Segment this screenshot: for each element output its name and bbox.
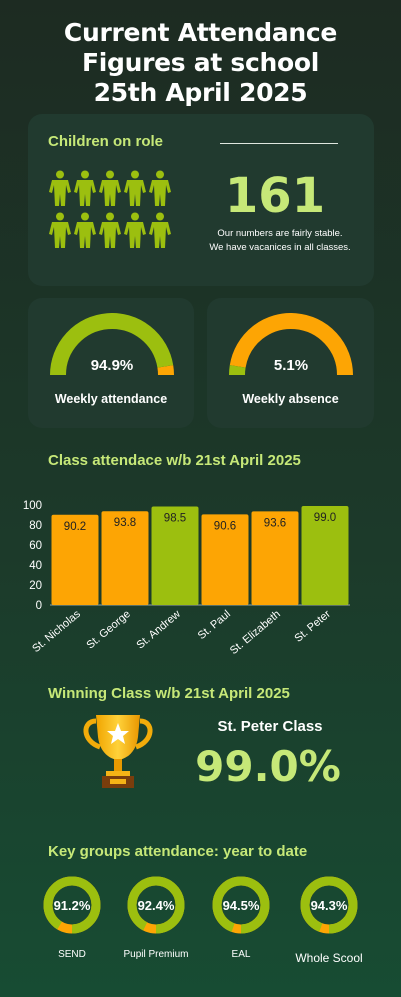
- key-group-value: 91.2%: [53, 898, 91, 913]
- bar: [301, 506, 349, 605]
- weekly-attendance-value: 94.9%: [90, 357, 134, 374]
- person-icon: [98, 170, 123, 206]
- title-line-1: Current Attendance: [63, 18, 338, 47]
- key-group-label: SEND: [58, 949, 86, 960]
- title-line-3: 25th April 2025: [93, 78, 308, 107]
- bar: [51, 514, 99, 605]
- weekly-attendance-gauge: [50, 313, 174, 376]
- x-tick-label: St. Andrew: [134, 608, 183, 651]
- bar-value-label: 99.0: [314, 512, 336, 524]
- person-icon: [123, 170, 148, 206]
- y-tick-label: 60: [29, 540, 42, 552]
- person-icon: [98, 212, 123, 248]
- person-icon: [123, 212, 148, 248]
- x-tick-label: St. Nicholas: [30, 608, 83, 655]
- key-group-label: EAL: [231, 949, 251, 960]
- children-note: Our numbers are fairly stable. We have v…: [195, 227, 365, 255]
- bar: [101, 511, 149, 605]
- y-tick-label: 80: [29, 520, 42, 532]
- key-group-label: Whole Scool: [295, 951, 363, 965]
- key-group-value: 94.3%: [310, 898, 348, 913]
- key-group-value: 94.5%: [222, 898, 260, 913]
- bar-value-label: 98.5: [164, 513, 186, 525]
- y-tick-label: 20: [29, 580, 42, 592]
- key-group-donut: [300, 876, 358, 934]
- children-on-role-heading: Children on role: [48, 133, 164, 150]
- class-attendance-chart: 0 20 40 60 80 100 90.2 St. Nicholas 93.8 St. Geor…: [23, 500, 350, 657]
- children-note-line-1: Our numbers are fairly stable.: [217, 228, 343, 239]
- bar: [201, 514, 249, 605]
- x-tick-label: St. Paul: [196, 608, 233, 642]
- title-line-2: Figures at school: [81, 48, 320, 77]
- winning-class-name: St. Peter Class: [217, 718, 323, 735]
- trophy-icon: [83, 715, 153, 788]
- person-icon: [48, 212, 73, 248]
- bar: [251, 511, 299, 605]
- bar-value-label: 93.6: [264, 517, 286, 529]
- key-groups-heading: Key groups attendance: year to date: [48, 843, 308, 860]
- winning-class-value: 99.0%: [195, 742, 341, 791]
- class-attendance-heading: Class attendace w/b 21st April 2025: [48, 452, 301, 469]
- person-icon: [73, 170, 98, 206]
- y-tick-label: 0: [36, 600, 42, 612]
- weekly-absence-value: 5.1%: [273, 357, 309, 374]
- bar-value-label: 93.8: [114, 517, 136, 529]
- divider-line: [220, 143, 338, 144]
- y-tick-label: 40: [29, 560, 42, 572]
- person-icon: [148, 170, 173, 206]
- person-icon-grid: [48, 170, 178, 248]
- x-tick-label: St. Peter: [292, 608, 333, 645]
- weekly-absence-gauge: [229, 313, 353, 376]
- winning-class-heading: Winning Class w/b 21st April 2025: [48, 685, 290, 702]
- x-tick-label: St. George: [84, 608, 132, 651]
- children-count: 161: [224, 168, 326, 224]
- page-title: Current Attendance Figures at school 25t…: [0, 18, 401, 108]
- weekly-absence-label: Weekly absence: [242, 392, 339, 406]
- key-group-donut: [127, 876, 185, 934]
- y-tick-label: 100: [23, 500, 42, 512]
- person-icon: [73, 212, 98, 248]
- weekly-attendance-label: Weekly attendance: [54, 392, 168, 406]
- person-icon: [148, 212, 173, 248]
- key-group-value: 92.4%: [137, 898, 175, 913]
- children-note-line-2: We have vacanices in all classes.: [209, 242, 351, 253]
- key-group-label: Pupil Premium: [123, 949, 189, 960]
- bar-value-label: 90.2: [64, 521, 86, 533]
- bar-value-label: 90.6: [214, 520, 236, 532]
- person-icon: [48, 170, 73, 206]
- x-tick-label: St. Elizabeth: [228, 608, 283, 657]
- key-group-donut: [212, 876, 270, 934]
- key-group-donut: [43, 876, 101, 934]
- bar: [151, 506, 199, 605]
